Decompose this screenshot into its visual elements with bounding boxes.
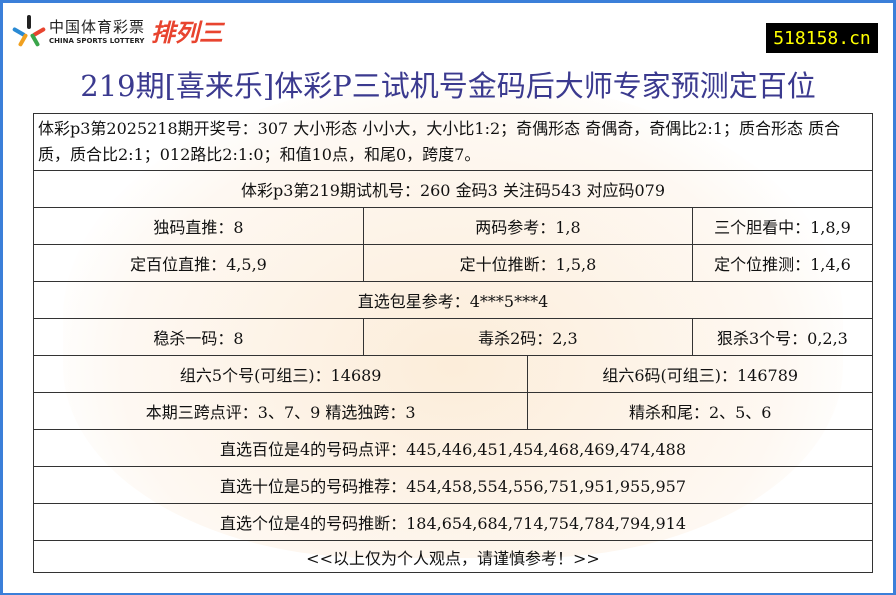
cell: 本期三跨点评：3、7、9 精选独跨：3 — [32, 392, 529, 430]
cell: 独码直推：8 — [33, 207, 364, 245]
tens-recommend: 直选十位是5的号码推荐：454,458,554,556,751,951,955,… — [33, 466, 873, 504]
hundreds-review: 直选百位是4的号码点评：445,446,451,454,468,469,474,… — [33, 429, 873, 467]
site-badge[interactable]: 518158.cn — [766, 23, 878, 53]
prediction-table: 体彩p3第2025218期开奖号：307 大小形态 小小大，大小比1:2；奇偶形… — [32, 113, 874, 573]
disclaimer: <<以上仅为个人观点，请谨慎参考！>> — [33, 540, 873, 573]
cell: 定个位推测：1,4,6 — [691, 244, 874, 282]
lottery-logo-icon — [11, 14, 47, 47]
logo-cn: 中国体育彩票 — [49, 18, 146, 36]
cell: 组六5个号(可组三)：14689 — [32, 355, 529, 393]
draw-result: 体彩p3第2025218期开奖号：307 大小形态 小小大，大小比1:2；奇偶形… — [33, 113, 873, 171]
logo-en: CHINA SPORTS LOTTERY — [49, 37, 145, 45]
logo-product: 排列三 — [151, 19, 224, 47]
cell: 狠杀3个号：0,2,3 — [691, 318, 874, 356]
trial-number: 体彩p3第219期试机号：260 金码3 关注码543 对应码079 — [33, 170, 873, 208]
cell: 定百位直推：4,5,9 — [33, 244, 364, 282]
cell: 毒杀2码：2,3 — [362, 318, 693, 356]
cell: 组六6码(可组三)：146789 — [527, 355, 873, 393]
cell: 三个胆看中：1,8,9 — [691, 207, 874, 245]
page-title: 219期[喜来乐]体彩P三试机号金码后大师专家预测定百位 — [80, 69, 816, 103]
cell: 精杀和尾：2、5、6 — [527, 392, 873, 430]
logo: 中国体育彩票 CHINA SPORTS LOTTERY 排列三 — [11, 13, 224, 48]
cell: 两码参考：1,8 — [362, 207, 693, 245]
cell: 稳杀一码：8 — [33, 318, 364, 356]
cell: 定十位推断：1,5,8 — [362, 244, 693, 282]
units-predict: 直选个位是4的号码推断：184,654,684,714,754,784,794,… — [33, 503, 873, 541]
star-reference: 直选包星参考：4***5***4 — [33, 281, 873, 319]
